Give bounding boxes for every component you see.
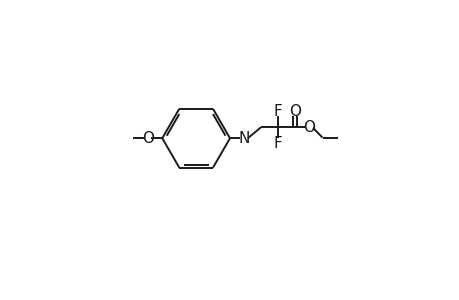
Text: F: F: [273, 136, 282, 151]
Text: O: O: [288, 104, 301, 119]
Text: O: O: [303, 120, 315, 135]
Text: N: N: [238, 131, 249, 146]
Text: F: F: [273, 104, 282, 119]
Text: O: O: [141, 131, 153, 146]
